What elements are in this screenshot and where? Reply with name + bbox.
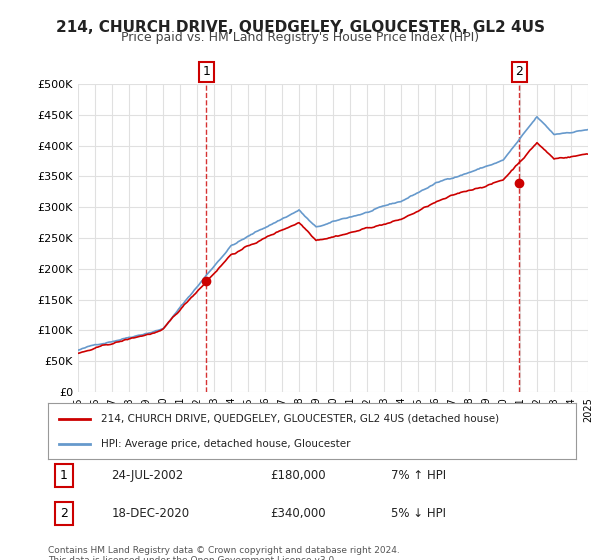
Text: 7% ↑ HPI: 7% ↑ HPI xyxy=(391,469,446,482)
Text: HPI: Average price, detached house, Gloucester: HPI: Average price, detached house, Glou… xyxy=(101,438,350,449)
Text: 5% ↓ HPI: 5% ↓ HPI xyxy=(391,507,446,520)
Text: Price paid vs. HM Land Registry's House Price Index (HPI): Price paid vs. HM Land Registry's House … xyxy=(121,31,479,44)
Text: £180,000: £180,000 xyxy=(270,469,325,482)
Text: £340,000: £340,000 xyxy=(270,507,325,520)
Text: 18-DEC-2020: 18-DEC-2020 xyxy=(112,507,190,520)
Text: 1: 1 xyxy=(202,66,210,78)
Text: 2: 2 xyxy=(515,66,523,78)
Text: Contains HM Land Registry data © Crown copyright and database right 2024.
This d: Contains HM Land Registry data © Crown c… xyxy=(48,546,400,560)
Text: 214, CHURCH DRIVE, QUEDGELEY, GLOUCESTER, GL2 4US (detached house): 214, CHURCH DRIVE, QUEDGELEY, GLOUCESTER… xyxy=(101,414,499,424)
Text: 1: 1 xyxy=(60,469,68,482)
Text: 2: 2 xyxy=(60,507,68,520)
Text: 214, CHURCH DRIVE, QUEDGELEY, GLOUCESTER, GL2 4US: 214, CHURCH DRIVE, QUEDGELEY, GLOUCESTER… xyxy=(56,20,545,35)
Text: 24-JUL-2002: 24-JUL-2002 xyxy=(112,469,184,482)
